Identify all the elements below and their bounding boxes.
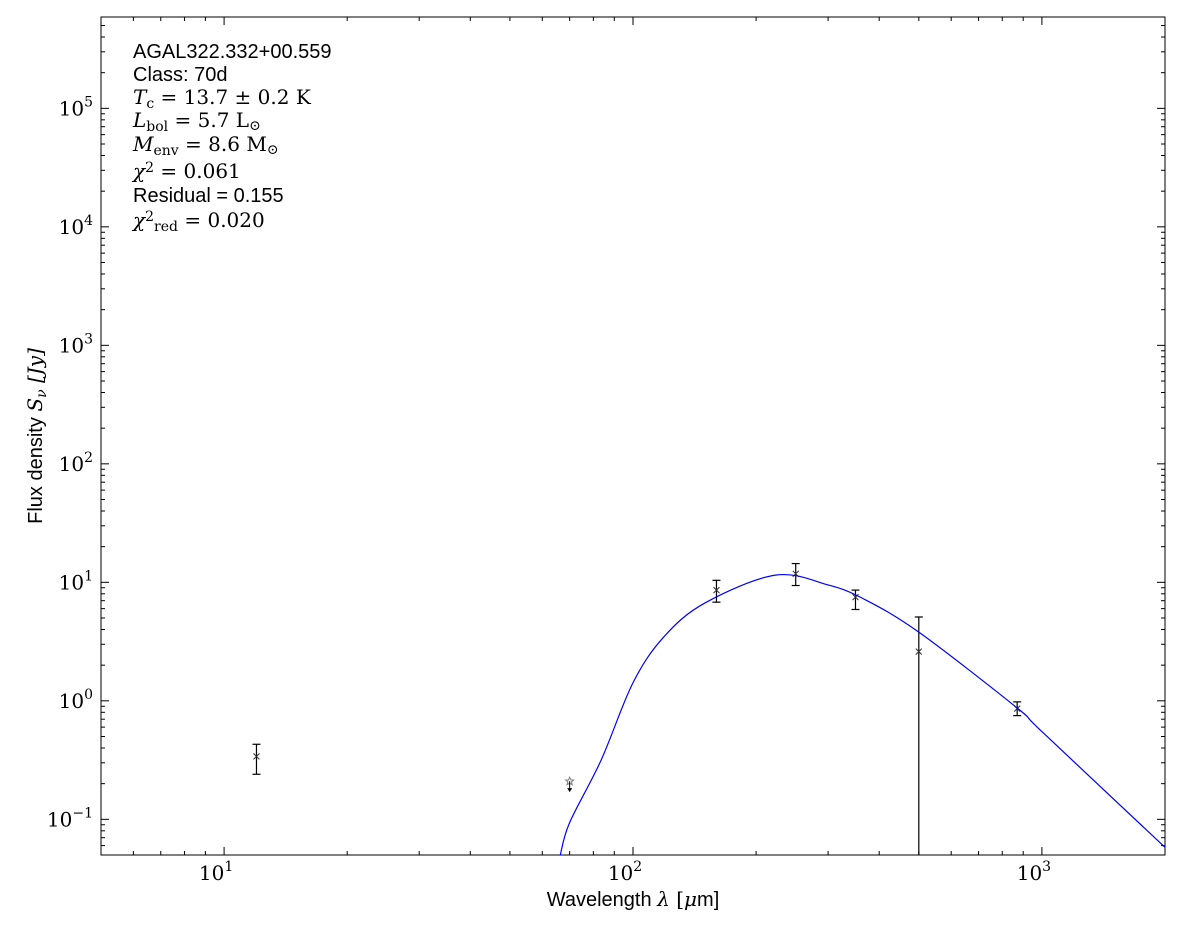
y-tick-label: 101 [59,568,93,594]
plot-area [100,16,1166,856]
residual-annotation: Residual = 0.155 [133,185,284,207]
chi2-annotation: χ2 = 0.061 [131,159,241,183]
x-marker [713,586,720,594]
arrow-head [567,788,573,793]
y-tick-label: 100 [59,687,93,713]
data-point [914,616,923,855]
x-tick-label: 103 [1017,859,1051,885]
y-axis-label: Flux density Sν [Jy] [23,348,50,524]
y-tick-label: 102 [59,450,93,476]
data-point [252,743,261,775]
data-marks [252,562,1165,855]
x-tick-label: 102 [608,859,642,885]
luminosity-annotation: Lbol = 5.7 L⊙ [132,108,261,135]
x-marker [253,752,260,760]
mass-annotation: Menv = 8.6 M⊙ [132,132,279,159]
y-tick-labels: 10−1 100 101 102 103 104 105 [47,94,93,831]
y-tick-label: 104 [59,213,93,239]
chi2-reduced-annotation: χ2red = 0.020 [131,208,265,235]
fit-curve [559,573,1165,855]
source-class: Class: 70d [133,64,228,86]
y-tick-label: 103 [59,331,93,357]
temperature-annotation: Tc = 13.7 ± 0.2 K [133,85,312,112]
upper-limit-point [564,775,575,793]
x-marker [915,648,923,656]
data-point [712,579,721,603]
x-tick-labels: 101 102 103 [199,859,1051,885]
source-name: AGAL322.332+00.559 [133,41,332,63]
y-tick-label: 105 [59,94,93,120]
axis-ticks [100,17,1166,856]
x-tick-label: 101 [199,859,233,885]
y-tick-label: 10−1 [47,805,93,831]
fit-annotations: AGAL322.332+00.559 Class: 70d Tc = 13.7 … [131,41,332,235]
x-axis-label: Wavelength λ [μm] [547,887,720,911]
